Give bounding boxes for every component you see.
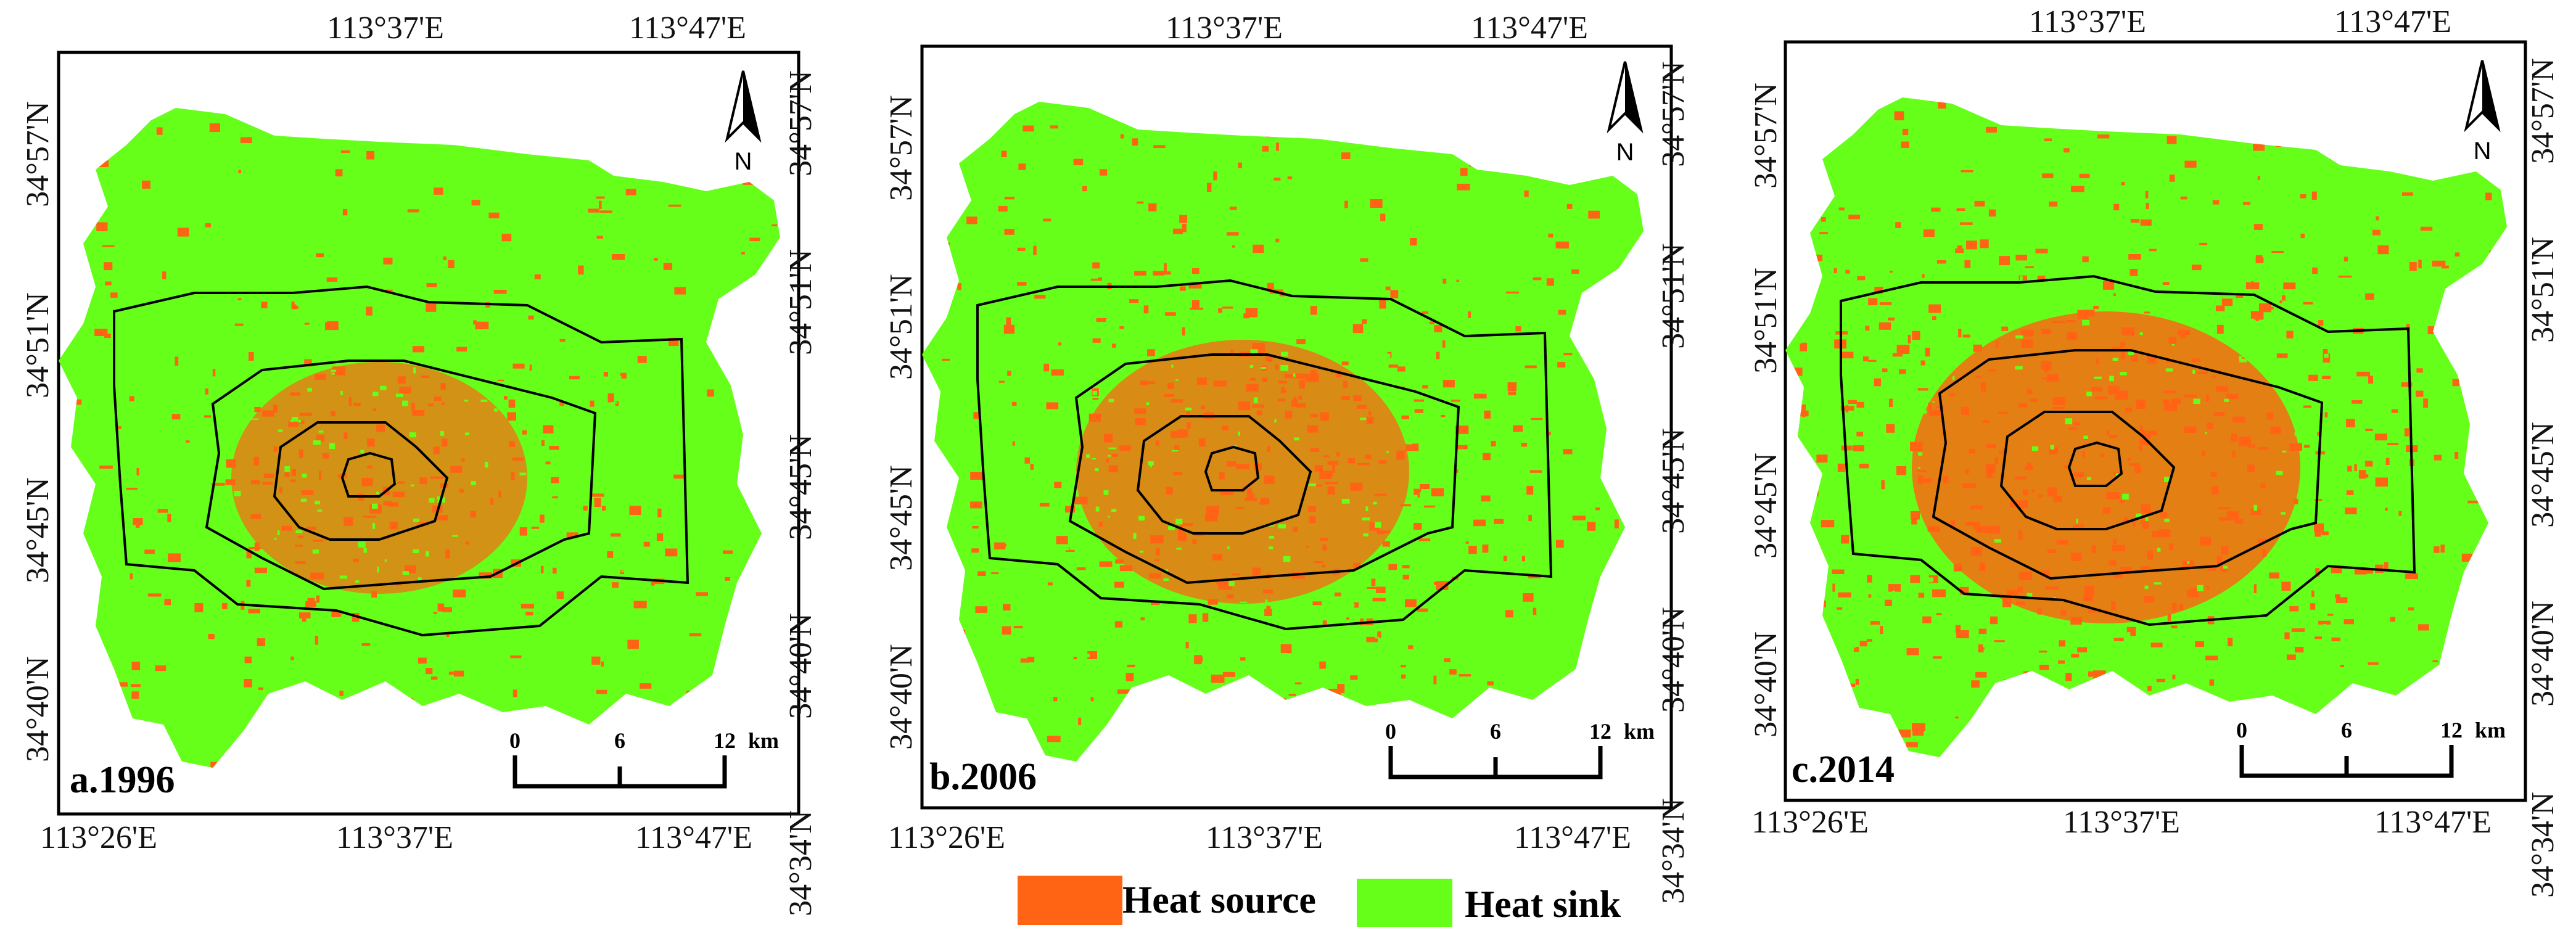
legend-label-heat-source: Heat source — [1122, 879, 1316, 921]
ring-boundary-2 — [1932, 349, 2324, 580]
right-lat-label: 34°40'N — [2525, 601, 2561, 707]
left-lat-label: 34°57'N — [20, 101, 56, 207]
ring-boundary-3 — [1999, 411, 2176, 530]
ring-boundary-4 — [2067, 441, 2123, 487]
left-lat-label: 34°51'N — [884, 274, 919, 380]
bottom-lon-label: 113°37'E — [1206, 820, 1323, 855]
bottom-lon-label: 113°47'E — [1514, 820, 1631, 855]
north-label: N — [1616, 139, 1634, 166]
right-lat-label: 34°51'N — [783, 249, 818, 355]
bottom-lon-label: 113°37'E — [2063, 805, 2180, 840]
left-lat-label: 34°40'N — [1748, 631, 1784, 738]
right-lat-label: 34°45'N — [1656, 428, 1691, 534]
top-lon-label: 113°47'E — [2334, 4, 2451, 39]
right-lat-label: 34°34'N — [1656, 798, 1691, 904]
ring-boundary-3 — [1136, 415, 1312, 535]
panel-label: b.2006 — [929, 756, 1037, 798]
left-lat-label: 34°45'N — [884, 465, 919, 571]
city-extent — [59, 108, 780, 768]
north-label: N — [2474, 138, 2492, 165]
scale-label-6: 6 — [1490, 719, 1501, 744]
heat-source-patches — [59, 108, 778, 768]
ring-boundary-3 — [273, 421, 449, 541]
top-lon-label: 113°37'E — [2029, 4, 2146, 39]
left-lat-label: 34°51'N — [20, 292, 56, 398]
scale-unit: km — [1624, 719, 1655, 744]
scale-label-12: 12 — [1589, 719, 1611, 744]
scale-label-6: 6 — [2341, 718, 2352, 742]
left-lat-label: 34°45'N — [20, 477, 56, 583]
legend: Heat source Heat sink — [1018, 876, 1621, 927]
urban-ring-boundaries — [113, 285, 689, 637]
right-lat-label: 34°57'N — [1656, 61, 1691, 167]
legend-swatch-heat-sink — [1357, 879, 1452, 927]
top-lon-label: 113°37'E — [327, 10, 444, 46]
map-panel-2014: N c.2014 0 6 12 km — [1784, 40, 2527, 802]
bottom-lon-label: 113°26'E — [40, 820, 157, 855]
city-extent — [922, 102, 1644, 762]
scale-label-0: 0 — [1385, 719, 1396, 744]
right-lat-label: 34°45'N — [783, 434, 818, 540]
bottom-lon-label: 113°26'E — [1751, 805, 1869, 840]
scale-label-6: 6 — [614, 728, 625, 753]
north-arrow-icon: N — [725, 70, 762, 175]
ring-boundary-1 — [976, 279, 1553, 631]
right-lat-label: 34°57'N — [2525, 58, 2561, 164]
scale-unit: km — [748, 728, 779, 753]
top-lon-label: 113°37'E — [1166, 10, 1283, 46]
map-panel-2006: N b.2006 0 6 12 km — [920, 44, 1673, 810]
scale-label-0: 0 — [509, 728, 521, 753]
scale-label-12: 12 — [2440, 718, 2463, 742]
bottom-lon-label: 113°37'E — [336, 820, 453, 855]
scale-label-12: 12 — [714, 728, 736, 753]
scale-label-0: 0 — [2236, 718, 2247, 742]
scale-bar: 0 6 12 km — [1385, 719, 1655, 779]
bottom-lon-label: 113°26'E — [888, 820, 1005, 855]
right-lat-label: 34°51'N — [1656, 243, 1691, 349]
scale-bar: 0 6 12 km — [509, 728, 779, 789]
ring-boundary-4 — [1204, 445, 1260, 491]
north-arrow-icon: N — [2464, 60, 2501, 165]
ring-boundary-1 — [113, 285, 689, 637]
north-label: N — [735, 148, 752, 175]
urban-ring-boundaries — [976, 279, 1553, 631]
left-lat-label: 34°40'N — [20, 656, 56, 762]
ring-boundary-2 — [1068, 353, 1460, 585]
left-lat-label: 34°51'N — [1748, 268, 1784, 374]
bottom-lon-label: 113°47'E — [635, 820, 752, 855]
scale-unit: km — [2475, 718, 2506, 742]
right-lat-label: 34°34'N — [2525, 792, 2561, 898]
right-lat-label: 34°57'N — [783, 70, 818, 176]
scale-bar: 0 6 12 km — [2236, 718, 2506, 778]
panel-label: a.1996 — [70, 759, 175, 801]
north-arrow-icon: N — [1607, 61, 1644, 166]
left-lat-label: 34°57'N — [884, 95, 919, 201]
ring-boundary-4 — [340, 451, 397, 498]
right-lat-label: 34°45'N — [2525, 422, 2561, 528]
bottom-lon-label: 113°47'E — [2374, 805, 2492, 840]
right-lat-label: 34°34'N — [783, 810, 818, 916]
right-lat-label: 34°40'N — [1656, 607, 1691, 713]
legend-swatch-heat-source — [1018, 876, 1122, 925]
ring-boundary-1 — [1840, 274, 2416, 627]
right-lat-label: 34°51'N — [2525, 237, 2561, 343]
heat-source-patches — [924, 110, 1644, 762]
top-lon-label: 113°47'E — [629, 10, 746, 46]
map-panel-1996: N a.1996 0 6 12 km — [57, 51, 800, 816]
top-lon-label: 113°47'E — [1471, 10, 1588, 46]
panel-label: c.2014 — [1792, 749, 1895, 791]
city-extent — [1785, 97, 2507, 757]
urban-ring-boundaries — [1840, 274, 2416, 627]
left-lat-label: 34°57'N — [1748, 83, 1784, 189]
left-lat-label: 34°45'N — [1748, 453, 1784, 559]
legend-label-heat-sink: Heat sink — [1465, 884, 1621, 926]
left-lat-label: 34°40'N — [884, 644, 919, 750]
ring-boundary-2 — [205, 360, 597, 591]
right-lat-label: 34°40'N — [783, 613, 818, 719]
